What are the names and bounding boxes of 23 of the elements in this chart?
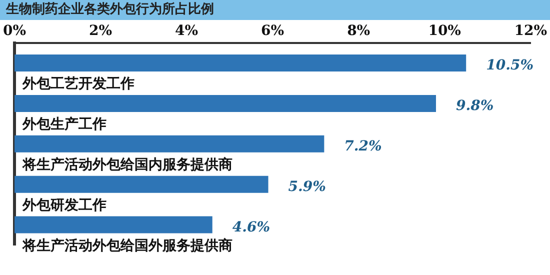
data-label: 5.9%	[288, 178, 326, 195]
data-label: 10.5%	[486, 58, 534, 74]
y-tick-label: 将生产活动外包给国外服务提供商	[22, 236, 233, 254]
bar	[14, 94, 436, 112]
bar	[14, 135, 324, 152]
bar	[14, 176, 268, 193]
x-tick-label: 6%	[261, 23, 284, 40]
data-label: 9.8%	[456, 98, 494, 114]
bar	[14, 216, 212, 234]
x-tick-label: 8%	[347, 23, 370, 40]
y-tick-label: 外包生产工作	[22, 116, 107, 133]
y-tick-label: 将生产活动外包给国内服务提供商	[22, 156, 233, 174]
x-tick-label: 2%	[89, 23, 112, 40]
bar	[14, 54, 466, 72]
data-label: 7.2%	[344, 138, 382, 155]
y-tick-label: 外包研发工作	[22, 197, 107, 214]
x-tick-label: 12%	[514, 23, 548, 40]
x-tick-label: 0%	[3, 23, 26, 40]
chart-title: 生物制药企业各类外包行为所占比例	[0, 0, 550, 20]
y-tick-label: 外包工艺开发工作	[22, 76, 135, 92]
x-tick-label: 4%	[175, 23, 198, 40]
data-label: 4.6%	[232, 219, 270, 236]
x-tick-label: 10%	[428, 23, 461, 40]
